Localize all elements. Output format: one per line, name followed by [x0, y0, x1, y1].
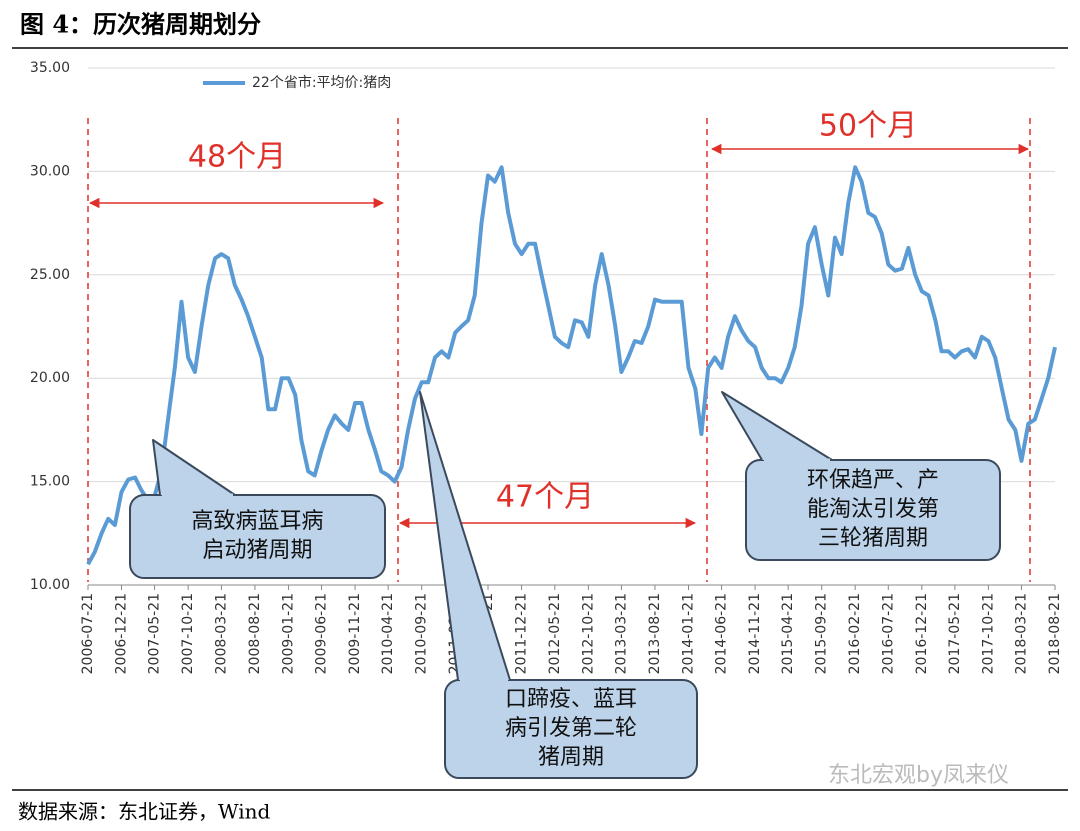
watermark: 东北宏观by凤来仪	[828, 763, 1009, 788]
x-tick-label: 2008-03-21	[213, 593, 229, 674]
callout-text: 高致病蓝耳病	[191, 509, 323, 534]
period-label: 50个月	[819, 109, 917, 144]
x-tick-label: 2012-10-21	[580, 593, 596, 674]
callout-box	[444, 679, 698, 779]
x-tick-label: 2012-05-21	[547, 593, 563, 674]
callout-pointer	[419, 391, 511, 681]
x-tick-label: 2014-11-21	[747, 593, 763, 674]
x-tick-label: 2017-10-21	[980, 593, 996, 674]
callout-text: 三轮猪周期	[818, 526, 928, 551]
x-tick-label: 2017-05-21	[947, 593, 963, 674]
x-tick-label: 2007-10-21	[180, 593, 196, 674]
y-tick-label: 30.00	[30, 163, 70, 179]
callout-text: 启动猪周期	[202, 538, 312, 563]
y-tick-label: 20.00	[30, 370, 70, 386]
callout-text: 病引发第二轮	[505, 716, 637, 741]
x-tick-label: 2014-01-21	[680, 593, 696, 674]
x-tick-label: 2016-07-21	[880, 593, 896, 674]
callout-text: 能淘汰引发第	[807, 497, 939, 522]
x-tick-label: 2016-12-21	[914, 593, 930, 674]
y-tick-label: 15.00	[30, 474, 70, 490]
callout-text: 口蹄疫、蓝耳	[505, 687, 637, 712]
x-tick-label: 2009-11-21	[347, 593, 363, 674]
x-tick-label: 2016-02-21	[847, 593, 863, 674]
x-tick-label: 2010-04-21	[380, 593, 396, 674]
y-tick-label: 25.00	[30, 267, 70, 283]
y-tick-label: 10.00	[30, 577, 70, 593]
y-tick-label: 35.00	[30, 60, 70, 76]
callout-box	[129, 494, 386, 579]
x-tick-label: 2006-12-21	[114, 593, 130, 674]
x-tick-label: 2010-09-21	[414, 593, 430, 674]
x-tick-label: 2015-09-21	[814, 593, 830, 674]
x-tick-label: 2013-03-21	[613, 593, 629, 674]
callout-text: 环保趋严、产	[807, 468, 939, 493]
period-label: 47个月	[496, 480, 594, 515]
x-tick-label: 2006-07-21	[80, 593, 96, 674]
figure-title: 图 4：历次猪周期划分	[20, 10, 261, 39]
x-tick-label: 2009-01-21	[280, 593, 296, 674]
x-tick-label: 2013-08-21	[647, 593, 663, 674]
callout-text: 猪周期	[538, 745, 604, 770]
callout-box	[745, 459, 1001, 561]
x-tick-label: 2008-08-21	[247, 593, 263, 674]
x-tick-label: 2018-03-21	[1013, 593, 1029, 674]
period-label: 48个月	[188, 140, 286, 175]
x-tick-label: 2009-06-21	[314, 593, 330, 674]
callout-pointer	[721, 391, 833, 461]
source: 数据来源：东北证券，Wind	[18, 800, 270, 824]
x-tick-label: 2018-08-21	[1047, 593, 1063, 674]
legend-label: 22个省市:平均价:猪肉	[252, 74, 391, 91]
x-tick-label: 2015-04-21	[780, 593, 796, 674]
x-tick-label: 2007-05-21	[147, 593, 163, 674]
x-tick-label: 2014-06-21	[714, 593, 730, 674]
price-line	[86, 165, 1057, 566]
callout-pointer	[152, 439, 236, 496]
x-tick-label: 2011-12-21	[514, 593, 530, 674]
